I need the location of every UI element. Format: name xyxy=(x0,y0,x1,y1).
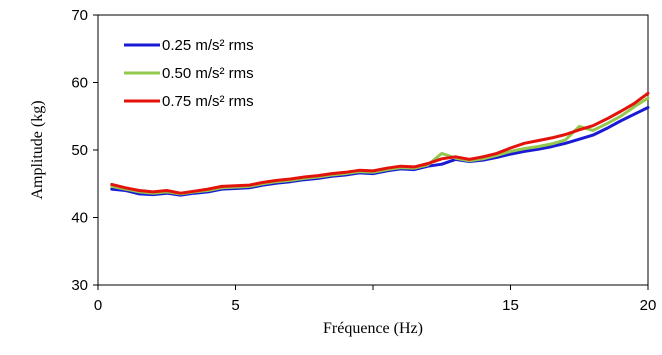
y-axis-title: Amplitude (kg) xyxy=(29,100,46,199)
y-tick-label: 50 xyxy=(71,142,88,159)
legend-label: 0.50 m/s² rms xyxy=(162,65,254,82)
legend: 0.25 m/s² rms 0.50 m/s² rms 0.75 m/s² rms xyxy=(124,37,254,110)
plot-border xyxy=(97,14,649,286)
y-tick-label: 70 xyxy=(71,7,88,24)
x-tick-label: 0 xyxy=(94,297,102,314)
x-axis-title: Fréquence (Hz) xyxy=(323,320,423,337)
axes: 30 40 50 60 70 0 5 15 20 xyxy=(71,7,656,314)
plot-area xyxy=(97,14,649,286)
series-line-2 xyxy=(110,96,650,196)
x-tick-label: 5 xyxy=(231,297,239,314)
legend-label: 0.75 m/s² rms xyxy=(162,93,254,110)
series-lines xyxy=(110,91,650,197)
x-tick-label: 15 xyxy=(502,297,519,314)
series-line-1 xyxy=(110,106,650,197)
y-tick-label: 60 xyxy=(71,75,88,92)
y-tick-label: 30 xyxy=(71,277,88,294)
x-tick-label: 20 xyxy=(640,297,657,314)
legend-label: 0.25 m/s² rms xyxy=(162,37,254,54)
y-tick-label: 40 xyxy=(71,210,88,227)
series-line-3 xyxy=(110,91,650,195)
